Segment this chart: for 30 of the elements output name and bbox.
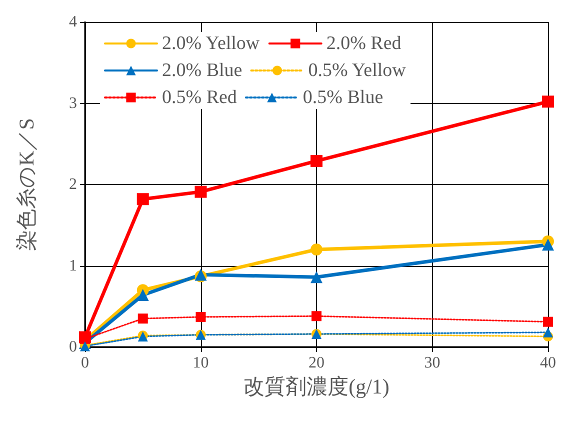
- legend-label: 0.5% Blue: [302, 87, 384, 108]
- point: [312, 311, 322, 322]
- point: [138, 314, 148, 324]
- point: [543, 316, 553, 327]
- x-tick-label: 30: [424, 354, 440, 372]
- x-tick-label: 40: [540, 354, 556, 372]
- y-tick-label: 2: [69, 176, 77, 193]
- legend-label: 2.0% Blue: [162, 60, 242, 81]
- x-axis-title: 改質剤濃度(g/1): [244, 374, 390, 398]
- point: [196, 312, 206, 322]
- point: [194, 186, 207, 198]
- x-tick-label: 20: [308, 354, 324, 372]
- point: [542, 238, 554, 251]
- y-tick-label: 3: [69, 94, 77, 112]
- legend-label: 2.0% Yellow: [162, 33, 260, 54]
- point: [136, 193, 149, 206]
- legend-label: 0.5% Yellow: [308, 60, 406, 81]
- point: [310, 154, 322, 167]
- legend-label: 2.0% Red: [326, 33, 402, 54]
- point: [310, 244, 322, 256]
- point: [310, 271, 322, 284]
- point: [543, 327, 553, 338]
- y-tick-label: 0: [69, 338, 77, 356]
- x-tick-label: 10: [192, 354, 209, 372]
- point: [542, 96, 554, 108]
- y-tick-label: 4: [69, 14, 77, 30]
- y-axis-title: 染色糸のK／S: [14, 118, 38, 251]
- x-tick-label: 0: [81, 354, 89, 372]
- y-tick-label: 1: [69, 257, 77, 274]
- legend-label: 0.5% Red: [162, 87, 238, 108]
